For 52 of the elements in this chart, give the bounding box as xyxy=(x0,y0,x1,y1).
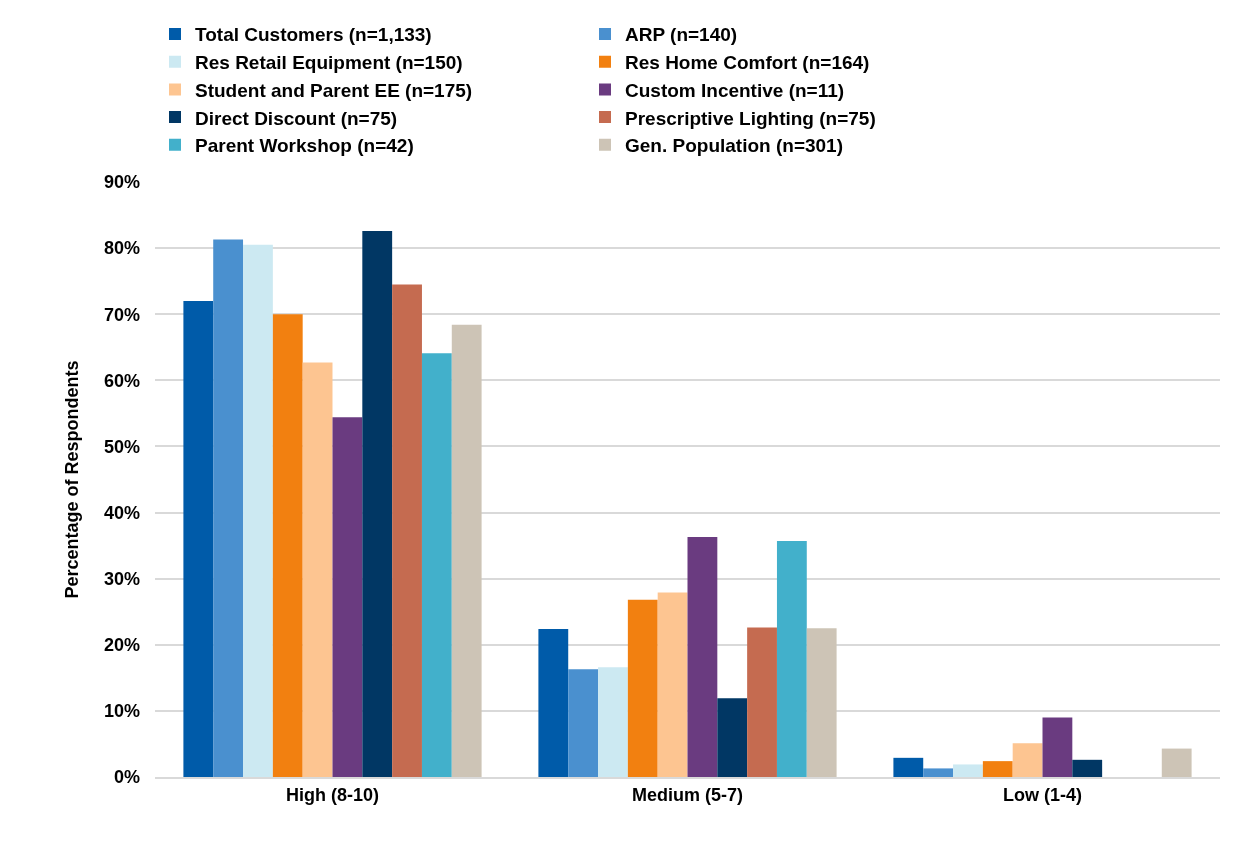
bar xyxy=(1012,743,1043,777)
x-tick-label: Low (1-4) xyxy=(1003,784,1082,805)
y-tick-label: 90% xyxy=(103,172,140,193)
bar xyxy=(806,628,837,777)
legend-label: Gen. Population (n=301) xyxy=(625,135,843,157)
bar xyxy=(451,324,482,777)
legend-label: Student and Parent EE (n=175) xyxy=(195,79,473,101)
bar xyxy=(183,301,214,777)
bar xyxy=(776,540,807,777)
bar xyxy=(302,362,333,777)
legend-label: Res Home Comfort (n=164) xyxy=(625,52,870,74)
legend-label: Direct Discount (n=75) xyxy=(195,107,398,129)
bar xyxy=(568,669,599,777)
y-axis-title: Percentage of Respondents xyxy=(62,360,83,599)
bar xyxy=(392,284,422,777)
bar xyxy=(893,757,924,777)
legend-label: Total Customers (n=1,133) xyxy=(195,24,432,46)
y-tick-label: 70% xyxy=(103,304,140,325)
bar xyxy=(687,537,718,777)
y-tick-label: 20% xyxy=(103,635,140,656)
y-tick-label: 40% xyxy=(103,502,140,523)
bar xyxy=(657,592,688,777)
legend-label: Parent Workshop (n=42) xyxy=(195,135,414,157)
bar xyxy=(362,230,393,777)
bar xyxy=(747,627,777,777)
bar xyxy=(213,239,244,777)
bar xyxy=(1072,759,1103,777)
bar xyxy=(1042,717,1073,777)
y-tick-label: 10% xyxy=(103,701,140,722)
y-tick-label: 50% xyxy=(103,436,140,457)
bar xyxy=(272,314,303,777)
legend-label: Custom Incentive (n=11) xyxy=(625,79,845,101)
bar xyxy=(598,667,628,777)
legend-label: Prescriptive Lighting (n=75) xyxy=(625,107,876,129)
bar xyxy=(332,417,363,777)
bar xyxy=(717,698,748,777)
bar xyxy=(538,628,569,777)
y-tick-label: 30% xyxy=(103,568,140,589)
x-tick-label: Medium (5-7) xyxy=(631,784,744,805)
x-tick-label: High (8-10) xyxy=(285,784,380,805)
bar xyxy=(243,244,273,777)
y-tick-label: 80% xyxy=(103,238,140,259)
bar xyxy=(923,768,954,777)
legend-label: ARP (n=140) xyxy=(625,24,738,46)
y-tick-label: 60% xyxy=(103,370,140,391)
bar xyxy=(627,599,658,777)
legend-label: Res Retail Equipment (n=150) xyxy=(195,52,463,74)
bar xyxy=(421,353,452,777)
bar xyxy=(982,761,1013,777)
bar xyxy=(1161,748,1192,777)
bar xyxy=(953,764,983,777)
y-tick-label: 0% xyxy=(113,767,140,788)
